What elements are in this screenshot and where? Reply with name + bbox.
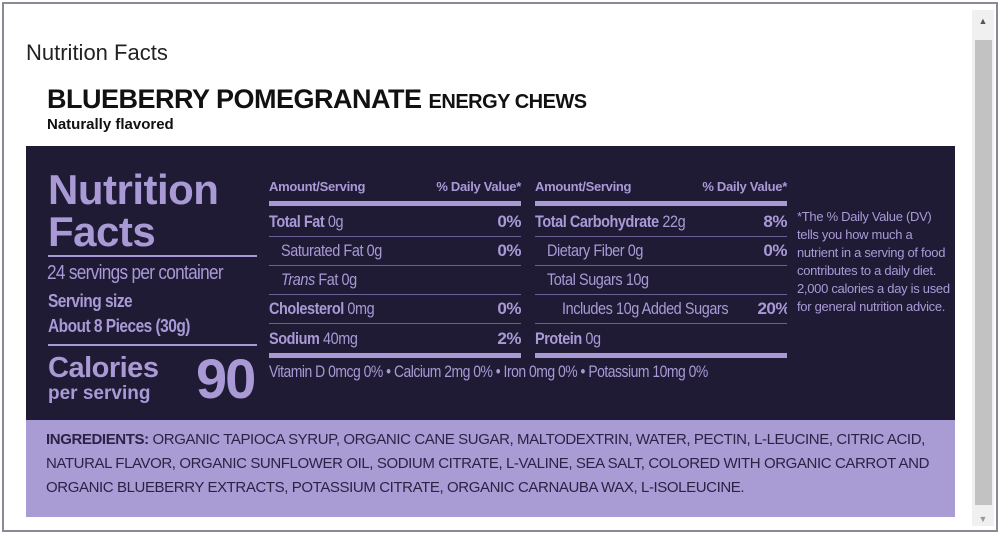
calories-sub: per serving <box>48 383 151 404</box>
table-row: Total Sugars 10g <box>535 266 787 295</box>
scrollbar[interactable]: ▲ ▼ <box>972 10 994 526</box>
amount-header: Amount/Serving <box>535 179 632 194</box>
vitamins-minerals: Vitamin D 0mcg 0% • Calcium 2mg 0% • Iro… <box>269 362 708 381</box>
ingredients-label: INGREDIENTS: <box>46 431 149 448</box>
table-row: Saturated Fat 0g 0% <box>269 237 521 266</box>
serving-size-value: About 8 Pieces (30g) <box>48 316 190 336</box>
calories-value: 90 <box>196 347 256 410</box>
table-row: Trans Fat 0g <box>269 266 521 295</box>
product-type: ENERGY CHEWS <box>428 91 588 113</box>
table-row: Protein 0g <box>535 328 601 348</box>
product-name-text: BLUEBERRY POMEGRANATE <box>47 84 422 114</box>
calories-label: Calories <box>48 352 159 384</box>
servings-per-container: 24 servings per container <box>47 262 224 284</box>
dv-header: % Daily Value* <box>436 179 521 194</box>
page-title: Nutrition Facts <box>26 40 168 65</box>
table-row: Total Fat 0g 0% <box>269 208 521 237</box>
scrollbar-thumb[interactable] <box>975 40 992 505</box>
dv-header: % Daily Value* <box>702 179 787 194</box>
right-nutrient-table: Amount/Serving % Daily Value* Total Carbo… <box>535 179 787 358</box>
nutrition-panel: Nutrition Facts 24 servings per containe… <box>26 146 955 420</box>
serving-size-label: Serving size <box>48 291 133 311</box>
amount-header: Amount/Serving <box>269 179 366 194</box>
product-name: BLUEBERRY POMEGRANATE ENERGY CHEWS <box>47 84 587 115</box>
daily-value-footnote: *The % Daily Value (DV) tells you how mu… <box>797 209 950 314</box>
ingredients-text: ORGANIC TAPIOCA SYRUP, ORGANIC CANE SUGA… <box>46 431 930 496</box>
product-flavor: Naturally flavored <box>47 116 174 133</box>
divider <box>48 344 257 346</box>
table-row: Sodium 40mg 2% <box>269 328 521 348</box>
panel-heading-1: Nutrition <box>48 166 219 213</box>
table-row: Dietary Fiber 0g 0% <box>535 237 787 266</box>
scroll-up-arrow-icon[interactable]: ▲ <box>978 16 988 26</box>
left-nutrient-table: Amount/Serving % Daily Value* Total Fat 0… <box>269 179 521 358</box>
ingredients: INGREDIENTS: ORGANIC TAPIOCA SYRUP, ORGA… <box>26 420 955 517</box>
table-row: Total Carbohydrate 22g 8% <box>535 208 787 237</box>
panel-heading-2: Facts <box>48 208 156 255</box>
divider <box>48 255 257 257</box>
scroll-down-arrow-icon[interactable]: ▼ <box>978 514 988 524</box>
table-row: Includes 10g Added Sugars 20% <box>535 295 787 324</box>
table-row: Cholesterol 0mg 0% <box>269 295 521 324</box>
